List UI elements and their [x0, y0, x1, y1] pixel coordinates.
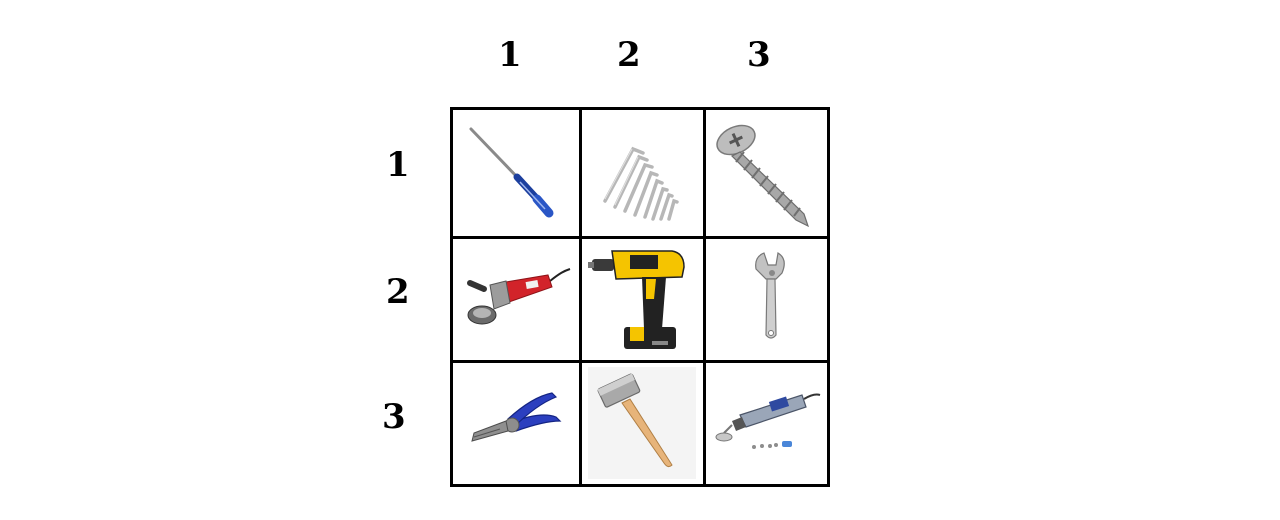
grid-cell-r2-c3[interactable] — [704, 237, 828, 360]
screwdriver-icon — [469, 127, 554, 217]
column-label-3: 3 — [747, 35, 771, 75]
row-label-2: 2 — [386, 272, 410, 312]
pliers-icon — [471, 391, 562, 442]
cordless-drill-icon — [588, 249, 685, 349]
hex-key-set-icon — [603, 146, 679, 221]
row-label-1: 1 — [386, 145, 410, 185]
grid-cell-r3-c1[interactable] — [454, 361, 578, 484]
grid-cell-r1-c3[interactable] — [704, 112, 828, 235]
grid-cell-r2-c1[interactable] — [454, 237, 578, 360]
grid-cell-r2-c2[interactable] — [580, 237, 704, 360]
rotary-tool-icon — [715, 393, 821, 449]
grid-cell-r3-c2[interactable] — [580, 361, 704, 484]
self-drilling-screw-icon — [716, 124, 810, 227]
column-label-1: 1 — [498, 35, 522, 75]
grid-divider — [703, 110, 706, 484]
sledge-hammer-icon — [588, 366, 696, 479]
angle-grinder-icon — [467, 267, 571, 324]
grid-divider — [453, 360, 827, 363]
grid-cell-r1-c1[interactable] — [454, 112, 578, 235]
adjustable-wrench-icon — [755, 251, 785, 339]
column-label-2: 2 — [617, 35, 641, 75]
grid-divider — [453, 236, 827, 239]
tool-grid — [450, 107, 830, 487]
grid-cell-r1-c2[interactable] — [580, 112, 704, 235]
grid-cell-r3-c3[interactable] — [704, 361, 828, 484]
row-label-3: 3 — [382, 397, 406, 437]
grid-divider — [579, 110, 582, 484]
